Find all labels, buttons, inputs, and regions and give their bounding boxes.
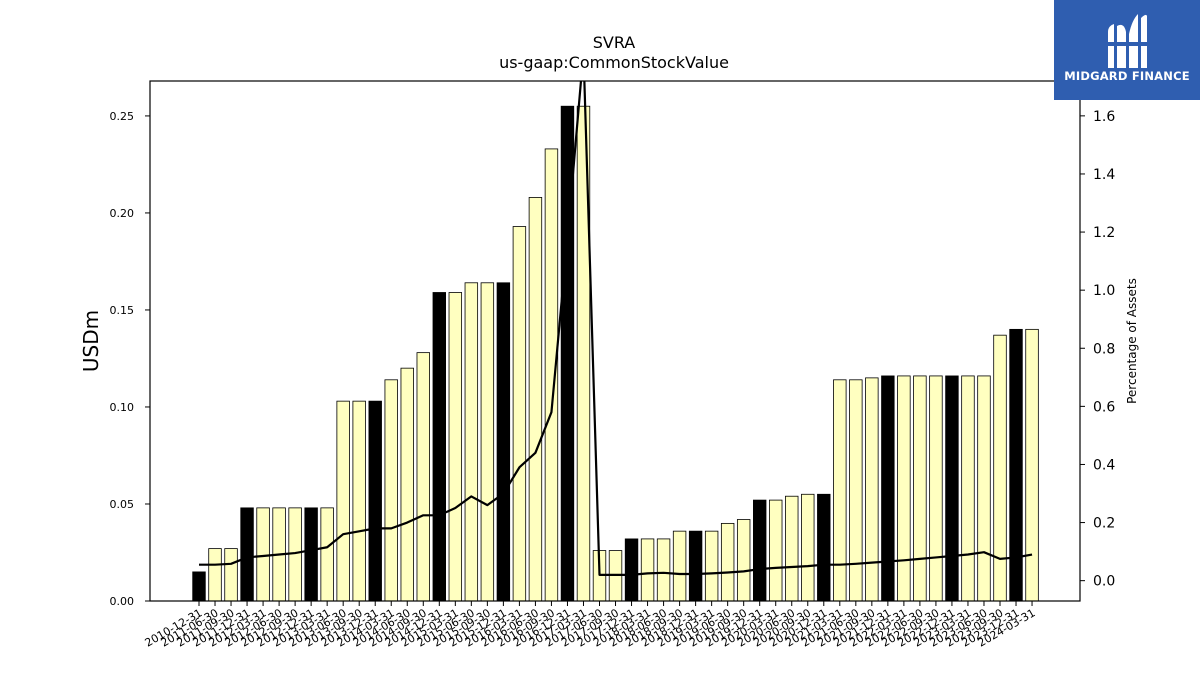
bar-2018-12-31: [688, 530, 703, 602]
y-tick-label: 0.00: [110, 595, 135, 608]
bar-series: [192, 105, 1039, 602]
bar-2014-09-30: [416, 352, 430, 602]
pct-assets-series: [199, 81, 1033, 576]
bar-2013-09-30: [352, 400, 366, 602]
y2-tick-label: 0.8: [1093, 341, 1115, 357]
bar-2011-09-30: [224, 548, 238, 602]
bar-2018-06-30: [656, 538, 671, 602]
bar-2020-06-30: [785, 495, 799, 602]
y2-tick-label: 0.0: [1093, 574, 1115, 590]
bar-2023-09-30: [993, 334, 1007, 602]
bar-2014-03-31: [384, 379, 398, 602]
bar-2011-06-30: [208, 548, 222, 602]
chart-title: SVRA: [593, 33, 636, 52]
bar-2023-12-31: [1009, 328, 1023, 602]
bar-2010-12-31: [192, 571, 206, 602]
y2-tick-label: 0.2: [1093, 516, 1115, 532]
bar-2019-09-30: [736, 519, 751, 602]
brand-name: MIDGARD FINANCE: [1064, 69, 1190, 83]
bar-2019-12-31: [753, 499, 767, 602]
bar-2021-03-31: [833, 379, 847, 602]
y-tick-label: 0.25: [110, 110, 135, 123]
bar-2022-03-31: [897, 375, 911, 602]
bar-2024-03-31: [1025, 328, 1039, 602]
y2-tick-label: 1.0: [1093, 283, 1115, 299]
y2-axis-ticks: 0.0 0.2 0.4 0.6 0.8 1.0 1.2 1.4 1.6: [1080, 109, 1115, 590]
bar-2022-06-30: [913, 375, 927, 602]
y-tick-label: 0.15: [110, 304, 135, 317]
bar-2021-06-30: [849, 379, 863, 602]
bar-2012-03-31: [256, 507, 270, 602]
bar-2018-09-30: [672, 530, 687, 602]
bar-2022-09-30: [929, 375, 943, 602]
bar-2013-03-31: [320, 507, 334, 602]
y2-tick-label: 1.6: [1093, 109, 1115, 125]
bar-2020-12-31: [817, 493, 831, 602]
bar-2017-12-31: [624, 538, 639, 602]
bar-2015-09-30: [480, 282, 495, 602]
plot-frame: [149, 80, 1081, 602]
bar-2015-12-31: [496, 282, 511, 602]
bar-2014-06-30: [400, 367, 414, 602]
bar-2013-06-30: [336, 400, 350, 602]
pct-assets-line: [199, 81, 1033, 576]
bar-2012-12-31: [304, 507, 318, 602]
x-axis-ticks: 2010-12-312011-06-302011-09-302011-12-31…: [143, 601, 1038, 650]
bar-2023-06-30: [977, 375, 991, 602]
bar-2021-12-31: [881, 375, 895, 602]
bar-2020-03-31: [769, 499, 783, 602]
y2-tick-label: 0.6: [1093, 399, 1115, 415]
bar-2015-03-31: [448, 292, 463, 602]
bar-2014-12-31: [432, 292, 447, 602]
y-tick-label: 0.10: [110, 401, 135, 414]
bar-2023-03-31: [961, 375, 975, 602]
bar-2013-12-31: [368, 400, 382, 602]
y2-axis-label: Percentage of Assets: [1125, 278, 1139, 404]
brand-logo: MIDGARD FINANCE: [1054, 0, 1200, 100]
bar-2021-09-30: [865, 377, 879, 602]
bar-2011-12-31: [240, 507, 254, 602]
bar-2020-09-30: [801, 493, 815, 602]
bar-2016-03-31: [512, 226, 527, 602]
y2-tick-label: 1.2: [1093, 225, 1115, 241]
bar-2016-06-30: [528, 197, 543, 602]
y-axis-label: USDm: [79, 310, 103, 372]
y2-tick-label: 0.4: [1093, 457, 1115, 473]
bar-2019-03-31: [704, 530, 719, 602]
bar-2022-12-31: [945, 375, 959, 602]
y2-tick-label: 1.4: [1093, 167, 1115, 183]
midgard-m-icon: [1106, 14, 1148, 68]
chart-subtitle: us-gaap:CommonStockValue: [499, 53, 729, 72]
y-tick-label: 0.20: [110, 207, 135, 220]
y-axis-ticks: 0.00 0.05 0.10 0.15 0.20 0.25: [110, 110, 150, 608]
bar-2015-06-30: [464, 282, 479, 602]
y-tick-label: 0.05: [110, 498, 135, 511]
bar-2018-03-31: [640, 538, 655, 602]
bar-2019-06-30: [720, 522, 735, 602]
